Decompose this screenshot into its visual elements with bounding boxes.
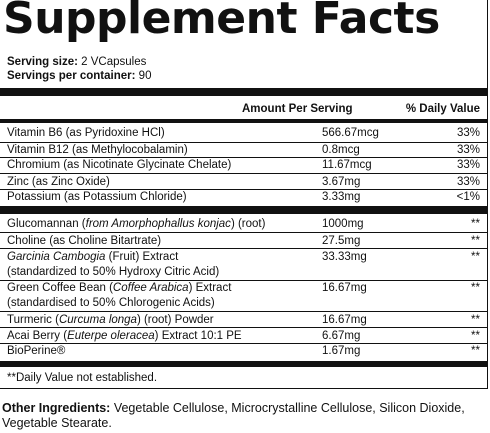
ingredient-amount: 6.67mg bbox=[322, 330, 361, 342]
ingredient-dv: ** bbox=[471, 282, 480, 294]
nutrient-name: Vitamin B6 (as Pyridoxine HCl) bbox=[7, 127, 165, 139]
thick-divider-top bbox=[0, 88, 487, 96]
panel-title: Supplement Facts bbox=[3, 0, 440, 44]
ingredient-amount: 1.67mg bbox=[322, 345, 361, 357]
row-divider bbox=[0, 157, 487, 158]
ingredient-name: Turmeric (Curcuma longa) (root) Powder bbox=[7, 314, 214, 326]
nutrient-name: Zinc (as Zinc Oxide) bbox=[7, 176, 110, 188]
header-divider bbox=[0, 119, 487, 123]
servings-value: 90 bbox=[138, 70, 152, 82]
servings-per-container: Servings per container: 90 bbox=[7, 70, 151, 83]
row-divider bbox=[0, 142, 487, 143]
serving-size-label: Serving size: bbox=[7, 56, 78, 68]
row-divider bbox=[0, 327, 487, 328]
row-divider bbox=[0, 232, 487, 233]
nutrient-dv: 33% bbox=[456, 144, 480, 156]
nutrient-name: Vitamin B12 (as Methylocobalamin) bbox=[7, 144, 188, 156]
row-divider bbox=[0, 189, 487, 190]
ingredient-name: Choline (as Choline Bitartrate) bbox=[7, 235, 162, 247]
serving-size-value: 2 VCapsules bbox=[81, 56, 147, 68]
row-divider bbox=[0, 248, 487, 249]
daily-value-footnote: **Daily Value not established. bbox=[7, 372, 158, 384]
ingredient-name: Garcinia Cambogia (Fruit) Extract bbox=[7, 251, 179, 263]
ingredient-name: Glucomannan (from Amorphophallus konjac)… bbox=[7, 218, 266, 230]
ingredient-dv: ** bbox=[471, 218, 480, 230]
ingredient-name: BioPerine® bbox=[7, 345, 66, 357]
ingredient-name: Green Coffee Bean (Coffee Arabica) Extra… bbox=[7, 282, 232, 294]
ingredient-standardization: (standardized to 50% Hydroxy Citric Acid… bbox=[7, 266, 220, 278]
ingredient-amount: 1000mg bbox=[322, 218, 364, 230]
ingredient-standardization: (standardised to 50% Chlorogenic Acids) bbox=[7, 297, 215, 309]
ingredient-dv: ** bbox=[471, 345, 480, 357]
nutrient-amount: 3.67mg bbox=[322, 176, 361, 188]
ingredient-amount: 33.33mg bbox=[322, 251, 367, 263]
other-ingredients: Other Ingredients: Vegetable Cellulose, … bbox=[2, 401, 486, 431]
servings-label: Servings per container: bbox=[7, 70, 136, 82]
thick-divider-middle bbox=[0, 206, 487, 214]
nutrient-dv: 33% bbox=[456, 159, 480, 171]
nutrient-amount: 3.33mg bbox=[322, 191, 361, 203]
ingredient-amount: 16.67mg bbox=[322, 282, 367, 294]
nutrient-name: Chromium (as Nicotinate Glycinate Chelat… bbox=[7, 159, 232, 171]
ingredient-dv: ** bbox=[471, 235, 480, 247]
row-divider bbox=[0, 280, 487, 281]
ingredient-dv: ** bbox=[471, 314, 480, 326]
ingredient-name: Acai Berry (Euterpe oleracea) Extract 10… bbox=[7, 330, 242, 342]
nutrient-dv: <1% bbox=[456, 191, 480, 203]
nutrient-amount: 0.8mcg bbox=[322, 144, 360, 156]
ingredient-dv: ** bbox=[471, 251, 480, 263]
daily-value-header: % Daily Value bbox=[405, 103, 480, 115]
nutrient-dv: 33% bbox=[456, 176, 480, 188]
thick-divider-bottom bbox=[0, 361, 487, 367]
nutrient-dv: 33% bbox=[456, 127, 480, 139]
serving-size: Serving size: 2 VCapsules bbox=[7, 56, 146, 69]
row-divider bbox=[0, 311, 487, 312]
supplement-facts-panel: Supplement Facts Serving size: 2 VCapsul… bbox=[0, 0, 488, 389]
amount-per-serving-header: Amount Per Serving bbox=[242, 103, 353, 115]
row-divider bbox=[0, 343, 487, 344]
nutrient-name: Potassium (as Potassium Chloride) bbox=[7, 191, 187, 203]
nutrient-amount: 11.67mcg bbox=[322, 159, 372, 171]
other-ingredients-text: Vegetable Cellulose, Microcrystalline Ce… bbox=[2, 401, 465, 430]
ingredient-amount: 16.67mg bbox=[322, 314, 367, 326]
nutrient-amount: 566.67mcg bbox=[322, 127, 379, 139]
ingredient-amount: 27.5mg bbox=[322, 235, 361, 247]
ingredient-dv: ** bbox=[471, 330, 480, 342]
other-ingredients-label: Other Ingredients: bbox=[2, 401, 111, 415]
row-divider bbox=[0, 173, 487, 174]
